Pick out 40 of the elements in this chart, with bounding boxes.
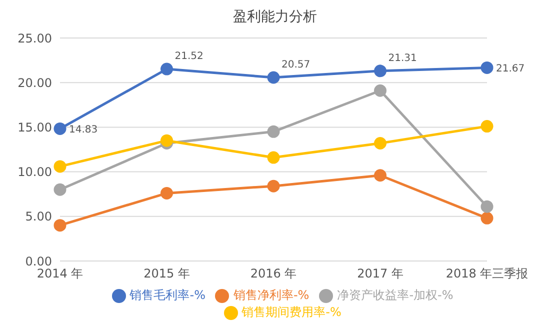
legend-label: 销售毛利率-% <box>130 288 206 302</box>
x-tick-label: 2017 年 <box>357 266 404 281</box>
point <box>374 137 386 150</box>
y-tick-label: 25.00 <box>18 31 52 46</box>
legend-label: 销售净利率-% <box>233 288 310 302</box>
point <box>160 186 173 200</box>
x-tick-label: 2014 年 <box>36 266 84 281</box>
x-tick-label: 2015 年 <box>144 266 190 281</box>
x-tick-label: 2016 年 <box>250 266 297 281</box>
data-label: 20.57 <box>282 60 310 71</box>
point <box>160 62 173 76</box>
y-tick-label: 0.00 <box>25 254 52 268</box>
y-tick-label: 5.00 <box>25 210 52 224</box>
point <box>267 125 280 138</box>
data-label: 21.31 <box>388 52 417 64</box>
data-label: 14.83 <box>69 124 98 136</box>
point <box>160 134 173 147</box>
point <box>374 64 386 78</box>
point <box>267 71 280 84</box>
legend-label: 净资产收益率-加权-% <box>337 288 454 302</box>
point <box>480 200 494 213</box>
point <box>267 180 280 192</box>
point <box>54 183 66 196</box>
point <box>267 151 280 164</box>
data-label: 21.52 <box>174 51 204 62</box>
point <box>54 219 66 232</box>
x-tick-label: 2018 年三季报 <box>446 266 528 281</box>
point <box>480 61 494 74</box>
point <box>54 122 66 135</box>
point <box>54 160 66 173</box>
point <box>374 84 386 97</box>
y-tick-label: 10.00 <box>18 165 52 180</box>
data-label: 21.67 <box>496 64 525 75</box>
legend-label: 销售期间费用率-% <box>242 305 342 319</box>
y-tick-label: 15.00 <box>18 120 52 134</box>
chart-title: 盈利能力分析 <box>232 8 318 27</box>
point <box>480 120 494 133</box>
y-tick-label: 20.00 <box>18 76 52 90</box>
point <box>374 169 386 182</box>
point <box>480 212 494 224</box>
